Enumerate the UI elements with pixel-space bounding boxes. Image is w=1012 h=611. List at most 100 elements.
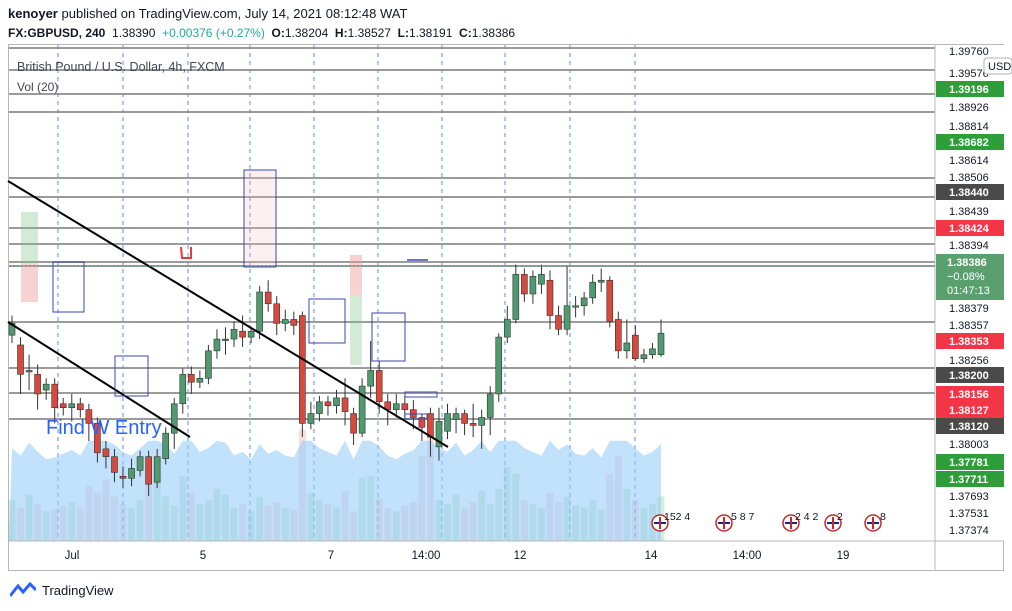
candle-body[interactable]	[392, 403, 400, 410]
candle-body[interactable]	[555, 315, 562, 330]
candle-body[interactable]	[59, 403, 67, 408]
candle-body[interactable]	[367, 370, 374, 387]
candle[interactable]	[136, 450, 144, 477]
candle[interactable]	[153, 448, 161, 489]
candle[interactable]	[623, 319, 631, 359]
candle[interactable]	[281, 309, 289, 332]
candle[interactable]	[128, 458, 135, 487]
box-4[interactable]	[371, 312, 406, 362]
candle[interactable]	[418, 413, 426, 442]
candle-body[interactable]	[307, 413, 315, 424]
candle[interactable]	[196, 370, 204, 389]
long-zone-green[interactable]	[21, 212, 38, 264]
candle-body[interactable]	[68, 403, 76, 408]
economic-event-icon[interactable]	[715, 514, 733, 532]
candle-body[interactable]	[34, 374, 41, 395]
candle[interactable]	[59, 397, 67, 416]
long-zone-red[interactable]	[21, 264, 38, 302]
candle-body[interactable]	[580, 297, 588, 307]
candle[interactable]	[529, 270, 537, 304]
candle[interactable]	[503, 305, 511, 343]
box-3[interactable]	[308, 298, 346, 344]
candle-body[interactable]	[196, 377, 204, 383]
candle[interactable]	[589, 274, 596, 304]
chart-legend-title[interactable]: British Pound / U.S. Dollar, 4h, FXCM	[17, 60, 225, 74]
candle[interactable]	[333, 390, 340, 414]
candle[interactable]	[94, 417, 101, 463]
candle[interactable]	[51, 378, 58, 424]
candle-body[interactable]	[640, 354, 648, 359]
candle-body[interactable]	[563, 305, 571, 330]
candle[interactable]	[341, 378, 349, 426]
candle[interactable]	[264, 280, 272, 312]
candle-body[interactable]	[615, 319, 622, 352]
box-5[interactable]	[52, 261, 85, 313]
candle-body[interactable]	[503, 319, 511, 338]
candle[interactable]	[469, 403, 477, 438]
candle-body[interactable]	[418, 417, 426, 428]
candle-body[interactable]	[205, 350, 212, 379]
candle-body[interactable]	[606, 279, 614, 322]
candle-body[interactable]	[256, 291, 263, 332]
candle[interactable]	[222, 327, 229, 355]
candle-body[interactable]	[170, 403, 178, 434]
candle-body[interactable]	[444, 413, 451, 432]
candle-body[interactable]	[77, 403, 84, 410]
candle[interactable]	[213, 329, 221, 359]
candle-body[interactable]	[486, 393, 494, 418]
candle-body[interactable]	[239, 330, 246, 338]
candle[interactable]	[580, 292, 588, 316]
price-tag[interactable]: 1.38156	[936, 386, 1004, 402]
annotation-text[interactable]: Find W Entry	[46, 417, 162, 439]
candle-body[interactable]	[247, 330, 255, 338]
price-tag[interactable]: 1.38682	[936, 134, 1004, 150]
price-tag[interactable]: 1.37781	[936, 454, 1004, 470]
candle[interactable]	[299, 311, 306, 438]
box-7[interactable]	[404, 413, 428, 420]
candle[interactable]	[597, 268, 605, 293]
candle-body[interactable]	[128, 468, 135, 479]
price-tag[interactable]: 1.38120	[936, 418, 1004, 434]
candle-body[interactable]	[162, 432, 170, 459]
candle[interactable]	[555, 305, 562, 336]
candle-body[interactable]	[188, 374, 195, 383]
candle-body[interactable]	[299, 315, 306, 424]
price-tag[interactable]: 1.38200	[936, 367, 1004, 383]
candle[interactable]	[170, 397, 178, 449]
candle[interactable]	[444, 403, 451, 440]
price-tag[interactable]: 1.38440	[936, 184, 1004, 200]
candle[interactable]	[435, 407, 443, 461]
candle[interactable]	[68, 393, 76, 422]
candle[interactable]	[538, 264, 545, 294]
footer-brand[interactable]: TradingView	[10, 582, 114, 598]
candle-body[interactable]	[623, 342, 631, 352]
price-tag[interactable]: 1.38424	[936, 220, 1004, 236]
candle[interactable]	[324, 395, 332, 416]
candle-body[interactable]	[51, 383, 58, 408]
candle-body[interactable]	[316, 401, 323, 414]
candle[interactable]	[247, 327, 255, 343]
candle[interactable]	[521, 268, 528, 302]
candle[interactable]	[239, 315, 246, 347]
currency-badge[interactable]: USD	[983, 57, 1012, 75]
candle-body[interactable]	[17, 344, 24, 375]
candle-body[interactable]	[222, 338, 229, 341]
candle-body[interactable]	[521, 274, 528, 295]
price-tag[interactable]: 1.38127	[936, 402, 1004, 418]
candle[interactable]	[640, 348, 648, 363]
candle[interactable]	[350, 407, 357, 445]
candle-body[interactable]	[290, 319, 298, 326]
candle[interactable]	[572, 295, 579, 318]
candle[interactable]	[42, 378, 50, 400]
candle[interactable]	[649, 342, 656, 359]
candle[interactable]	[256, 286, 263, 340]
candle[interactable]	[392, 393, 400, 418]
candle-body[interactable]	[153, 456, 161, 483]
candle[interactable]	[632, 325, 639, 361]
economic-event-icon[interactable]	[824, 514, 842, 532]
candle[interactable]	[546, 270, 554, 330]
candle[interactable]	[205, 344, 212, 385]
candle-body[interactable]	[111, 456, 118, 473]
candle-body[interactable]	[375, 370, 383, 403]
